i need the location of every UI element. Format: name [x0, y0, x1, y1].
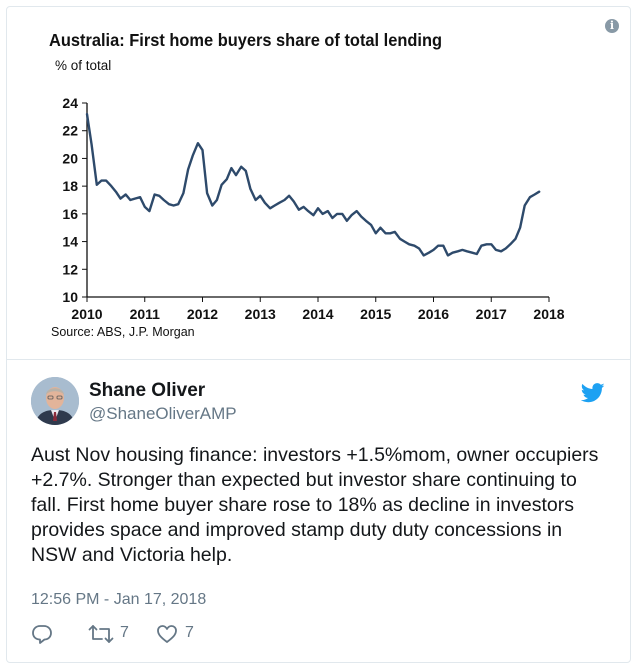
y-tick-label: 24: [62, 95, 78, 111]
x-tick-label: 2011: [130, 306, 161, 322]
x-tick-label: 2017: [476, 306, 507, 322]
chart-image[interactable]: Australia: First home buyers share of to…: [7, 7, 630, 359]
y-tick-label: 18: [62, 178, 78, 194]
y-axis-label: % of total: [55, 58, 111, 73]
y-tick-label: 16: [62, 206, 78, 222]
reply-button[interactable]: [31, 623, 55, 645]
y-tick-label: 12: [62, 261, 78, 277]
tweet-timestamp[interactable]: 12:56 PM - Jan 17, 2018: [31, 591, 207, 608]
info-icon[interactable]: i: [605, 19, 619, 33]
avatar[interactable]: [31, 377, 79, 425]
line-chart: Australia: First home buyers share of to…: [49, 30, 565, 339]
x-tick-label: 2014: [302, 306, 333, 322]
y-tick-label: 10: [62, 289, 78, 305]
tweet-card: Australia: First home buyers share of to…: [6, 6, 631, 663]
x-tick-label: 2013: [245, 306, 276, 322]
author-handle[interactable]: @ShaneOliverAMP: [89, 404, 237, 423]
x-tick-label: 2012: [187, 306, 218, 322]
retweet-icon: [88, 625, 114, 643]
retweet-button[interactable]: 7: [88, 623, 138, 645]
series-line: [85, 112, 541, 257]
divider: [7, 359, 630, 360]
author-name[interactable]: Shane Oliver: [89, 380, 206, 401]
retweet-count: 7: [120, 624, 129, 641]
like-button[interactable]: 7: [156, 623, 206, 645]
y-tick-label: 14: [62, 234, 78, 250]
y-tick-label: 20: [62, 150, 78, 166]
avatar-photo: [31, 377, 79, 425]
chart-source: Source: ABS, J.P. Morgan: [51, 325, 195, 339]
reply-icon: [32, 625, 52, 644]
x-tick-label: 2016: [418, 306, 449, 322]
x-tick-label: 2010: [71, 306, 102, 322]
x-tick-label: 2018: [533, 306, 564, 322]
twitter-bird-icon[interactable]: [581, 383, 605, 403]
y-tick-label: 22: [62, 123, 78, 139]
x-tick-label: 2015: [360, 306, 391, 322]
like-count: 7: [185, 624, 194, 641]
tweet-text: Aust Nov housing finance: investors +1.5…: [31, 444, 599, 566]
chart-title: Australia: First home buyers share of to…: [49, 30, 442, 50]
heart-icon: [157, 625, 177, 643]
